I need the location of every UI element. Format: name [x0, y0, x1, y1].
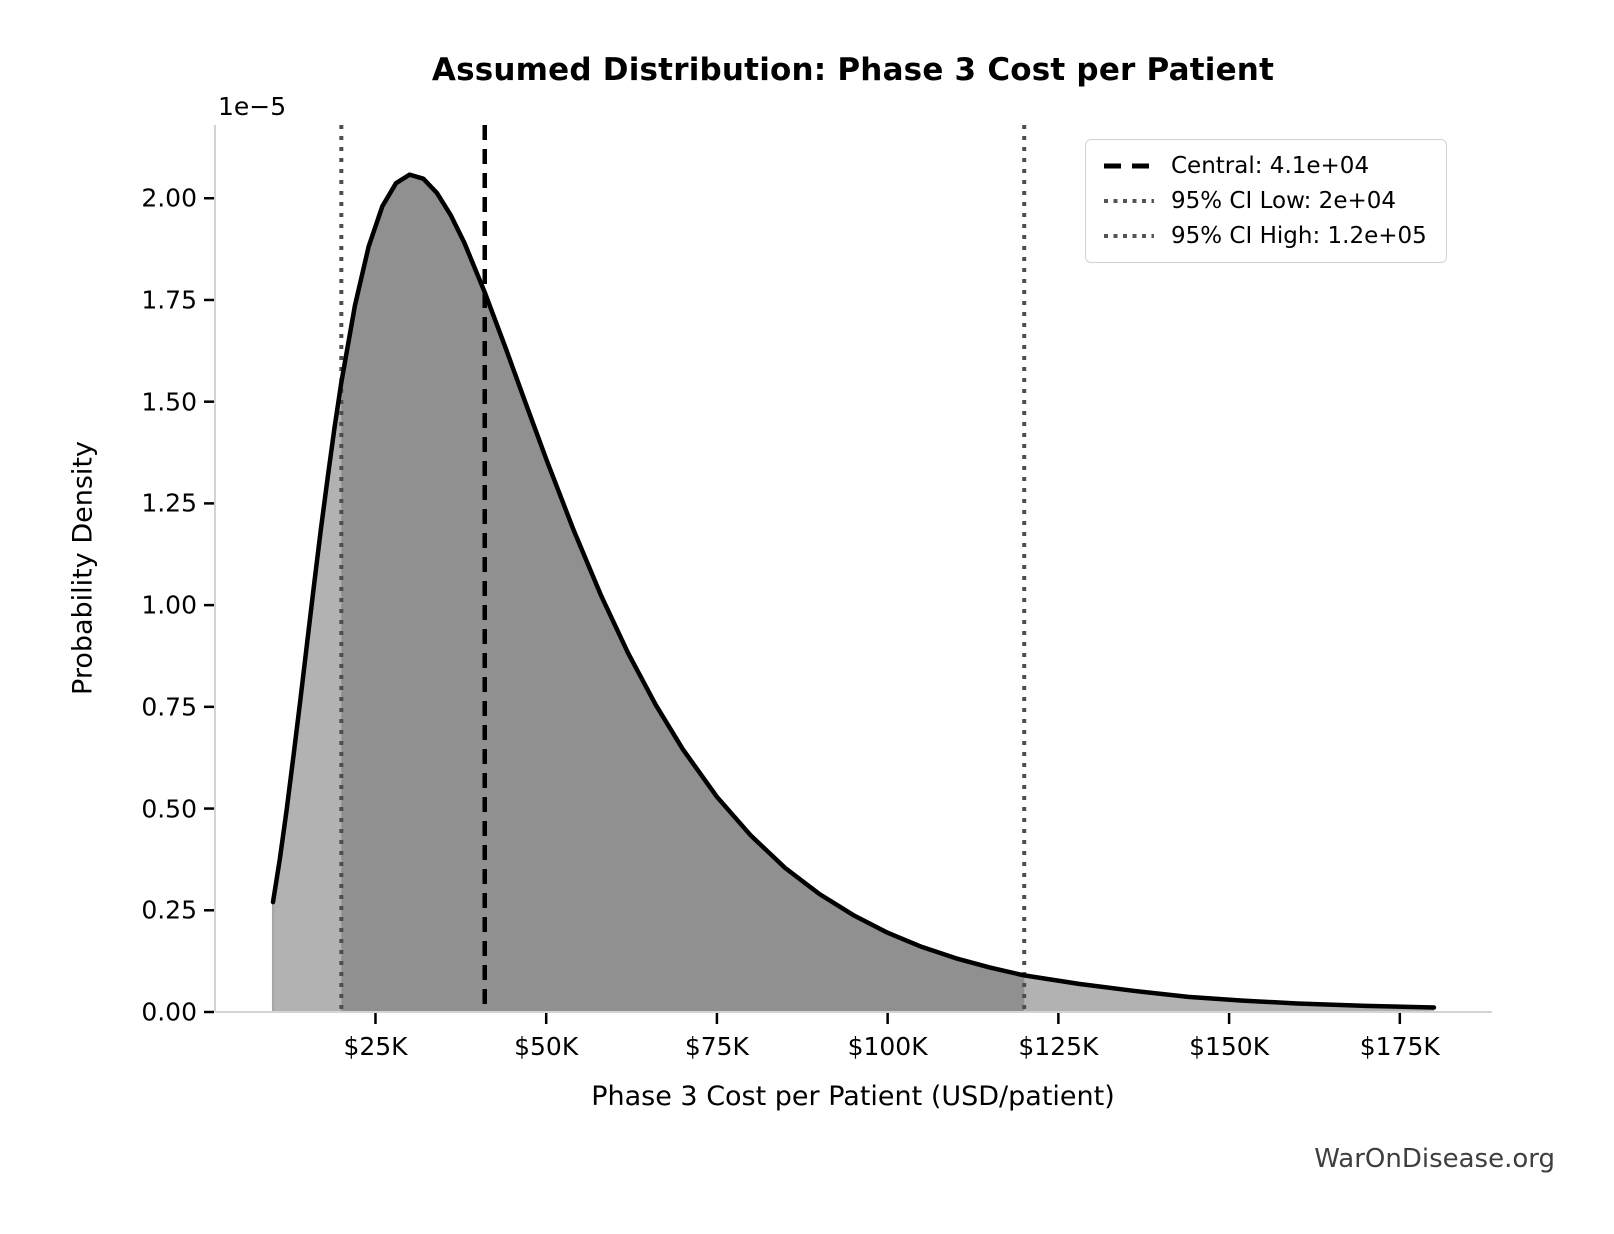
y-tick-label: 1.50	[141, 387, 197, 417]
x-tick-label: $125K	[1018, 1032, 1099, 1061]
legend-line-sample	[1104, 163, 1154, 169]
legend-item: Central: 4.1e+04	[1102, 153, 1427, 179]
x-tick-label: $25K	[343, 1032, 408, 1061]
x-tick-label: $150K	[1189, 1032, 1270, 1061]
legend-label: 95% CI Low: 2e+04	[1171, 188, 1397, 214]
legend-line-sample	[1104, 234, 1154, 238]
y-axis-offset-label: 1e−5	[218, 92, 287, 121]
watermark-text: WarOnDisease.org	[1314, 1144, 1555, 1174]
x-tick-label: $50K	[514, 1032, 579, 1061]
x-tick-label: $75K	[684, 1032, 749, 1061]
x-tick-label: $100K	[847, 1032, 928, 1061]
chart-title: Assumed Distribution: Phase 3 Cost per P…	[431, 52, 1275, 88]
y-tick-label: 0.50	[141, 794, 197, 824]
y-tick-label: 1.25	[141, 488, 197, 518]
legend-box: Central: 4.1e+04 95% CI Low: 2e+04 95% CI …	[1085, 139, 1447, 263]
x-axis-label: Phase 3 Cost per Patient (USD/patient)	[591, 1081, 1115, 1112]
legend-item: 95% CI Low: 2e+04	[1102, 188, 1427, 214]
legend-item: 95% CI High: 1.2e+05	[1102, 223, 1427, 249]
x-tick-label: $175K	[1359, 1032, 1440, 1061]
y-tick-label: 0.00	[141, 997, 197, 1027]
density-curve	[270, 172, 1437, 1010]
y-tick-label: 1.75	[141, 285, 197, 315]
legend-label: Central: 4.1e+04	[1171, 153, 1370, 179]
legend-line-sample	[1104, 199, 1154, 203]
fill-ci-region	[341, 174, 1025, 1013]
y-axis-label: Probability Density	[67, 441, 99, 695]
y-tick-label: 0.75	[141, 692, 197, 722]
y-tick-label: 1.00	[141, 590, 197, 620]
y-tick-label: 0.25	[141, 895, 197, 925]
y-tick-label: 2.00	[141, 183, 197, 213]
legend-label: 95% CI High: 1.2e+05	[1171, 223, 1427, 249]
